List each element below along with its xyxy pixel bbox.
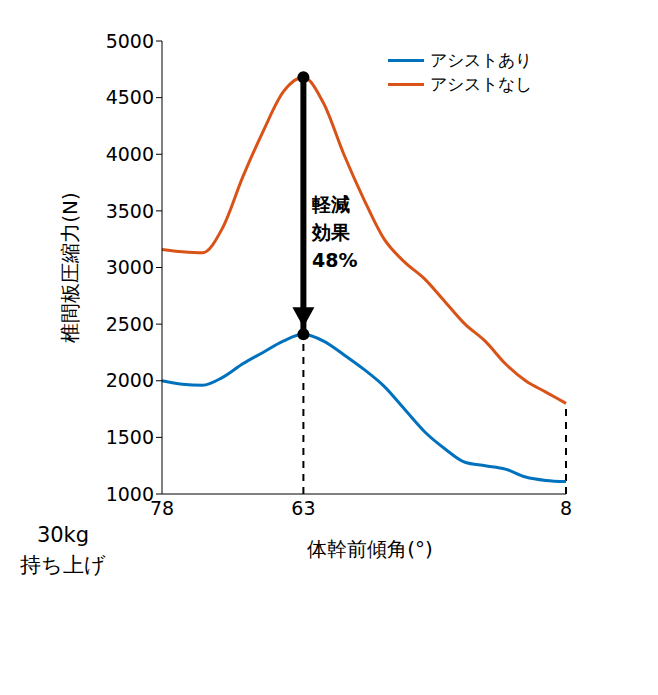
html-text:持ち上げ: 持ち上げ — [20, 553, 106, 577]
svg-text:4000: 4000 — [106, 143, 154, 165]
html-text:アシストあり: アシストあり — [430, 50, 532, 70]
svg-text:78: 78 — [149, 497, 175, 520]
html-text:30kg: 30kg — [36, 523, 90, 547]
html-text:アシストなし: アシストなし — [430, 74, 532, 94]
svg-text:2500: 2500 — [106, 313, 154, 335]
svg-text:4500: 4500 — [106, 86, 154, 108]
svg-text:63: 63 — [291, 497, 315, 519]
svg-text:2000: 2000 — [106, 369, 154, 391]
html-text:効果: 効果 — [312, 221, 350, 243]
html-text:体幹前傾角(°): 体幹前傾角(°) — [307, 537, 433, 561]
html-text:48%: 48% — [312, 249, 358, 271]
html-text:軽減: 軽減 — [312, 193, 350, 215]
svg-text:8: 8 — [560, 497, 572, 519]
svg-text:5000: 5000 — [106, 30, 154, 52]
svg-text:3500: 3500 — [106, 200, 154, 222]
svg-text:1500: 1500 — [106, 426, 154, 448]
svg-text:椎間板圧縮力(N): 椎間板圧縮力(N) — [58, 192, 82, 343]
svg-text:1000: 1000 — [106, 483, 154, 505]
svg-text:3000: 3000 — [106, 256, 154, 278]
